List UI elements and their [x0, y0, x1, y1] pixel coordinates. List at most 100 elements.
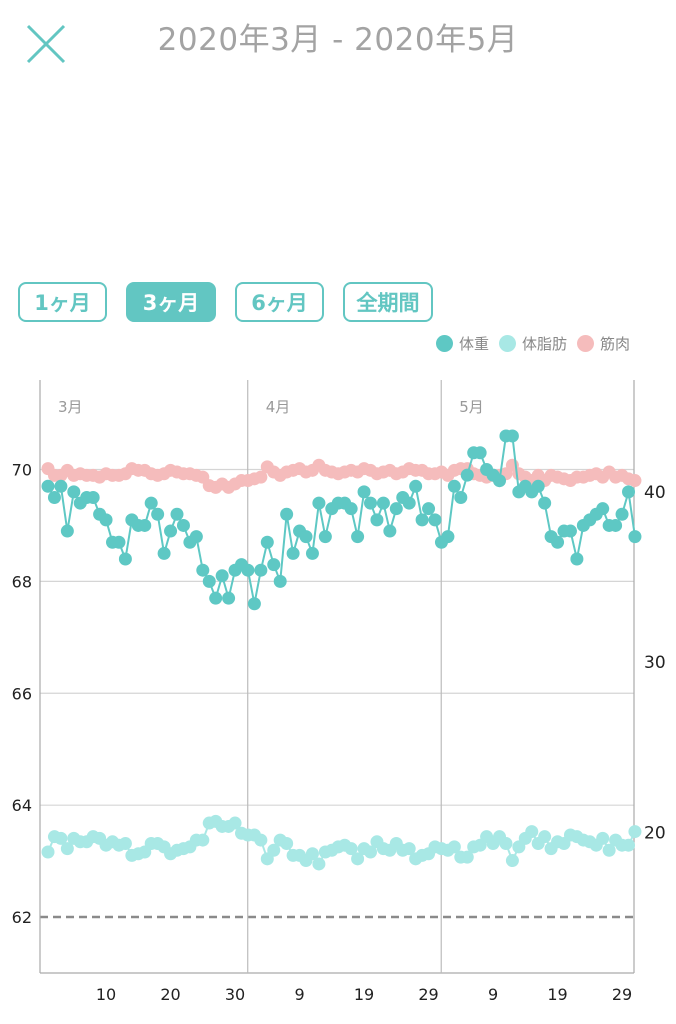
weight-point	[260, 535, 274, 549]
fat-point	[41, 845, 55, 859]
weight-point	[454, 490, 468, 504]
weight-point	[164, 524, 178, 538]
range-6-month-button[interactable]: 6ヶ月	[235, 282, 324, 322]
x-axis-tick: 30	[225, 985, 245, 1004]
weight-point	[344, 502, 358, 516]
weight-point	[280, 507, 294, 521]
fat-point	[622, 838, 635, 852]
left-axis-tick: 70	[12, 461, 32, 480]
range-3-month-button[interactable]: 3ヶ月	[126, 282, 216, 322]
weight-point	[241, 563, 255, 577]
fat-point	[628, 825, 642, 839]
weight-point	[531, 479, 545, 493]
weight-point	[157, 546, 171, 560]
x-axis-tick: 9	[488, 985, 498, 1004]
weight-point	[286, 546, 300, 560]
close-icon	[26, 24, 66, 64]
weight-point	[176, 518, 190, 532]
weight-point	[222, 591, 236, 605]
legend-weight: 体重	[458, 335, 489, 353]
range-1-month-button[interactable]: 1ヶ月	[18, 282, 107, 322]
left-axis-tick: 66	[12, 684, 32, 703]
weight-point	[538, 496, 552, 510]
weight-point	[312, 496, 326, 510]
x-axis-tick: 19	[354, 985, 374, 1004]
fat-legend-dot	[498, 335, 516, 352]
fat-point	[351, 852, 365, 866]
weight-point	[615, 507, 629, 521]
fat-point	[364, 845, 377, 859]
fat-point	[305, 847, 319, 861]
fat-point	[118, 836, 132, 850]
weight-point	[622, 485, 635, 499]
weight-point	[460, 468, 474, 482]
weight-point	[409, 479, 423, 493]
weight-point	[505, 429, 519, 443]
weight-point	[67, 485, 81, 499]
weight-point	[273, 574, 287, 588]
weight-point	[305, 546, 319, 560]
weight-point	[473, 446, 487, 460]
weight-point	[383, 524, 397, 538]
weight-point	[267, 558, 281, 572]
weight-point	[402, 496, 416, 510]
weight-point	[60, 524, 74, 538]
page-title: 2020年3月 - 2020年5月	[157, 22, 519, 58]
weight-point	[299, 530, 313, 544]
weight-point	[364, 496, 377, 510]
weight-point	[441, 530, 455, 544]
weight-point	[112, 535, 126, 549]
weight-point	[254, 563, 268, 577]
weight-point	[86, 490, 100, 504]
fat-point	[525, 825, 539, 839]
weight-point	[609, 518, 623, 532]
weight-point	[447, 479, 461, 493]
close-button[interactable]	[24, 22, 68, 66]
weight-point	[151, 507, 165, 521]
weight-point	[99, 513, 113, 527]
x-axis-tick: 10	[96, 985, 116, 1004]
fat-point	[344, 842, 358, 856]
weight-point	[628, 530, 642, 544]
x-axis-tick: 9	[294, 985, 304, 1004]
month-label: 5月	[459, 398, 484, 416]
fat-point	[312, 857, 326, 871]
fat-point	[505, 854, 519, 868]
weight-point	[415, 513, 429, 527]
fat-point	[602, 843, 616, 857]
range-all-button[interactable]: 全期間	[343, 282, 433, 322]
right-axis-tick: 30	[644, 653, 666, 673]
x-axis-tick: 20	[160, 985, 180, 1004]
weight-point	[370, 513, 384, 527]
weight-point	[118, 552, 132, 566]
weight-point	[215, 569, 229, 583]
weight-point	[351, 530, 365, 544]
fat-point	[54, 831, 68, 845]
month-label: 4月	[266, 398, 291, 416]
left-axis-tick: 62	[12, 908, 32, 927]
weight-point	[247, 597, 261, 611]
weight-point	[47, 490, 61, 504]
legend-fat: 体脂肪	[521, 335, 567, 353]
weight-point	[202, 574, 216, 588]
legend-muscle: 筋肉	[599, 335, 630, 353]
fat-point	[267, 843, 281, 857]
weight-point	[196, 563, 210, 577]
muscle-point	[628, 474, 642, 488]
x-axis-tick: 19	[547, 985, 567, 1004]
x-axis-tick: 29	[612, 985, 632, 1004]
weight-legend-dot	[435, 335, 453, 352]
weight-point	[41, 479, 55, 493]
fat-point	[596, 831, 610, 845]
weight-point	[596, 502, 610, 516]
fat-point	[460, 850, 474, 864]
weight-point	[428, 513, 442, 527]
fat-point	[280, 836, 294, 850]
weight-point	[389, 502, 403, 516]
weight-point	[376, 496, 390, 510]
weight-point	[551, 535, 565, 549]
left-axis-tick: 68	[12, 572, 32, 591]
weight-point	[570, 552, 584, 566]
chart-legend: 体重 体脂肪 筋肉	[430, 333, 630, 354]
weight-point	[493, 474, 506, 488]
